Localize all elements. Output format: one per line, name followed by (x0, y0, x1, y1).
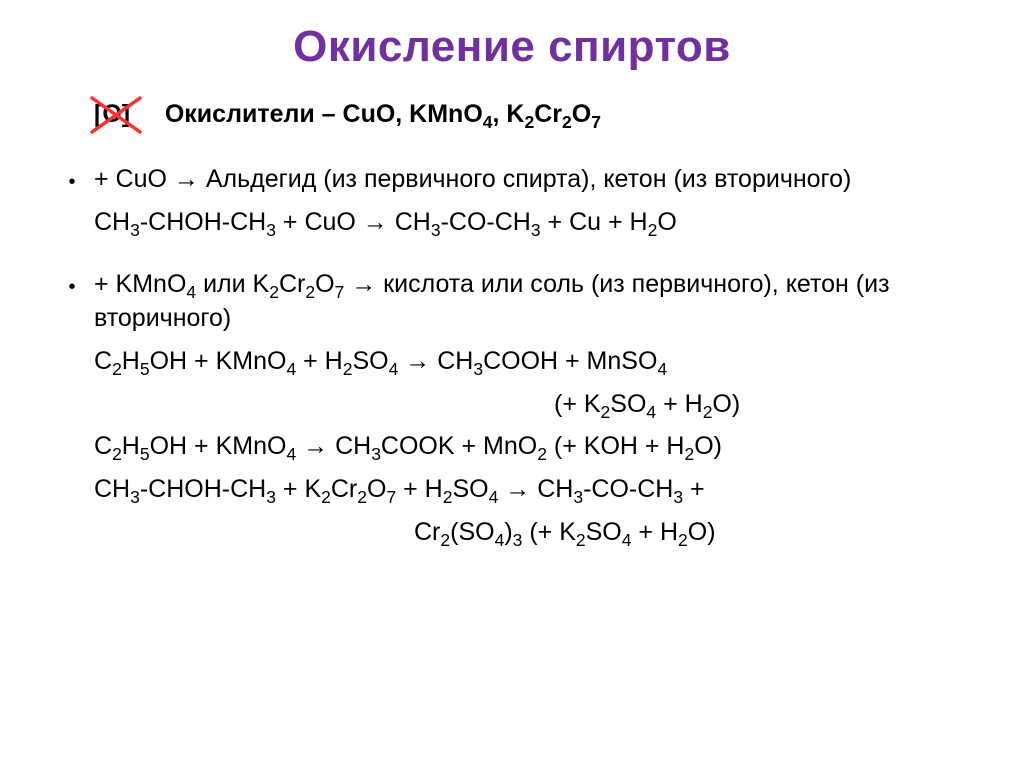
cuo-equation: CH3-CHOH-CH3 + CuO → CH3-CO-CH3 + Cu + H… (50, 206, 974, 240)
equation-1-tail: (+ K2SO4 + H2O) (50, 388, 974, 422)
equation-3-tail: Cr2(SO4)3 (+ K2SO4 + H2O) (50, 516, 974, 550)
oxidizers-line: [O] Окислители – CuO, KMnO4, K2Cr2O7 (50, 98, 974, 132)
bullet-icon: • (50, 163, 94, 196)
slide-title: Окисление спиртов (50, 22, 974, 72)
equation-3: CH3-CHOH-CH3 + K2Cr2O7 + H2SO4 → CH3-CO-… (50, 473, 974, 507)
o-marker: [O] (94, 98, 130, 132)
equation-2: C2H5OH + KMnO4 → CH3COOK + MnO2 (+ KOH +… (50, 430, 974, 464)
cuo-bullet: • + CuO → Альдегид (из первичного спирта… (50, 163, 974, 197)
equation-1: C2H5OH + KMnO4 + H2SO4 → CH3COOH + MnSO4 (50, 345, 974, 379)
kmno-bullet: • + KMnO4 или K2Cr2O7 → кислота или соль… (50, 268, 974, 336)
bullet-icon: • (50, 268, 94, 301)
